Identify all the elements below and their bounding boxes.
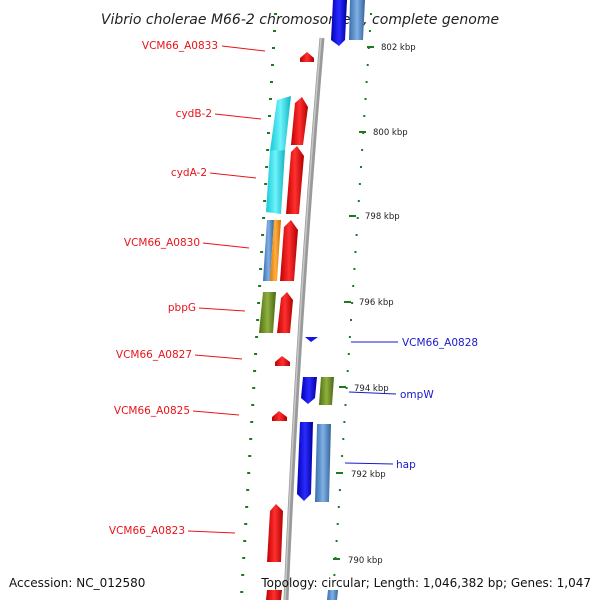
gene-red-pbpG xyxy=(277,292,293,333)
gene-cyan-1 xyxy=(270,96,291,151)
gene-steel-hap xyxy=(315,424,331,502)
gene-red-A0830 xyxy=(280,220,298,281)
gene-red-A0827 xyxy=(275,356,290,366)
label-VCM66_A0823[interactable]: VCM66_A0823 xyxy=(109,525,185,537)
accession-text: Accession: NC_012580 xyxy=(9,576,145,590)
tick-label-800: 800 kbp xyxy=(373,128,408,138)
tick-label-802: 802 kbp xyxy=(381,43,416,53)
reverse-labels: VCM66_A0828 ompW hap xyxy=(344,337,478,471)
forward-genes xyxy=(259,52,314,600)
topology-text: Topology: circular; Length: 1,046,382 bp… xyxy=(260,576,591,590)
label-VCM66_A0825[interactable]: VCM66_A0825 xyxy=(114,405,190,417)
genome-backbone xyxy=(283,37,325,600)
tick-label-796: 796 kbp xyxy=(359,298,394,308)
gene-blue-ompW xyxy=(301,377,317,404)
gene-blue-hap xyxy=(297,422,313,501)
tick-label-798: 798 kbp xyxy=(365,212,400,222)
label-VCM66_A0830[interactable]: VCM66_A0830 xyxy=(124,237,200,249)
gene-red-cydB xyxy=(291,97,308,145)
ruler-dashes xyxy=(240,13,372,593)
gene-olive-pbpG xyxy=(259,292,276,333)
forward-labels: VCM66_A0833 cydB-2 cydA-2 VCM66_A0830 pb… xyxy=(109,40,266,537)
gene-blue-top xyxy=(331,0,347,46)
tick-label-790: 790 kbp xyxy=(348,556,383,566)
label-ompW[interactable]: ompW xyxy=(400,389,434,401)
label-pbpG[interactable]: pbpG xyxy=(168,302,196,314)
label-cydB-2[interactable]: cydB-2 xyxy=(176,108,212,120)
gene-steel-A0830 xyxy=(263,220,274,281)
reverse-genes xyxy=(297,0,365,600)
tick-label-794: 794 kbp xyxy=(354,384,389,394)
gene-red-A0823 xyxy=(267,504,283,562)
label-VCM66_A0828[interactable]: VCM66_A0828 xyxy=(402,337,478,349)
gene-cyan-2 xyxy=(266,150,285,214)
genome-backbone-highlight xyxy=(284,37,322,600)
gene-orange-A0830 xyxy=(270,220,281,281)
gene-red-A0833 xyxy=(300,52,314,62)
gene-olive-ompW xyxy=(319,377,334,405)
gene-steel-bottom xyxy=(327,590,338,600)
label-cydA-2[interactable]: cydA-2 xyxy=(171,167,207,179)
map-title: Vibrio cholerae M66-2 chromosome II, com… xyxy=(101,12,499,28)
label-hap[interactable]: hap xyxy=(396,459,416,471)
label-VCM66_A0833[interactable]: VCM66_A0833 xyxy=(142,40,218,52)
gene-blue-A0828 xyxy=(305,337,318,342)
tick-label-792: 792 kbp xyxy=(351,470,386,480)
gene-red-A0825 xyxy=(272,411,287,421)
label-VCM66_A0827[interactable]: VCM66_A0827 xyxy=(116,349,192,361)
gene-red-bottom xyxy=(266,590,282,600)
tick-labels: 802 kbp 800 kbp 798 kbp 796 kbp 794 kbp … xyxy=(333,43,416,566)
gene-red-cydA xyxy=(286,146,304,214)
gene-steel-top xyxy=(349,0,365,40)
